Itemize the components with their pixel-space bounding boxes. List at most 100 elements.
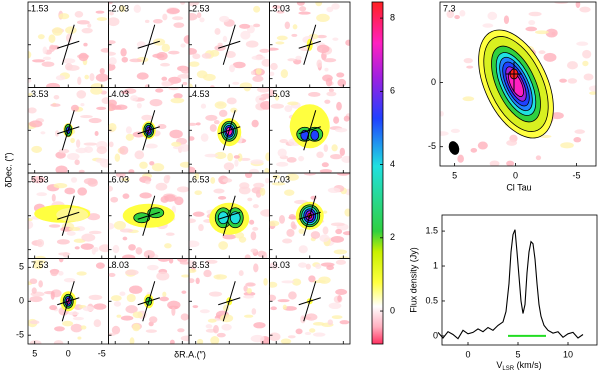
- noise: [567, 78, 578, 84]
- noise: [200, 133, 209, 142]
- noise: [145, 329, 158, 333]
- noise: [227, 152, 234, 162]
- cross-minor: [218, 126, 241, 135]
- noise: [246, 287, 252, 294]
- noise: [316, 13, 330, 23]
- colorbar-tick-label: 8: [390, 12, 395, 22]
- noise: [179, 2, 186, 5]
- noise: [269, 71, 275, 77]
- noise: [42, 46, 48, 55]
- noise: [210, 177, 216, 184]
- noise: [320, 262, 335, 267]
- noise: [81, 233, 96, 242]
- noise: [189, 166, 196, 173]
- noise: [170, 97, 185, 104]
- noise: [74, 159, 80, 166]
- noise: [250, 70, 256, 76]
- noise: [269, 281, 278, 288]
- noise: [277, 148, 287, 158]
- noise: [168, 258, 174, 264]
- noise: [239, 82, 253, 88]
- noise: [269, 332, 281, 342]
- noise: [258, 97, 267, 101]
- channel-panel: [108, 173, 189, 259]
- noise: [284, 105, 293, 113]
- noise: [308, 275, 316, 283]
- noise: [244, 254, 251, 259]
- noise: [336, 101, 342, 111]
- channel-label: 4.03: [112, 89, 130, 99]
- noise: [189, 13, 198, 21]
- noise: [80, 325, 87, 330]
- noise: [122, 236, 128, 241]
- noise: [70, 104, 79, 112]
- noise: [58, 271, 64, 276]
- noise: [270, 62, 278, 71]
- noise: [122, 193, 130, 199]
- noise: [54, 326, 65, 332]
- noise: [232, 61, 246, 69]
- noise: [88, 117, 102, 124]
- noise: [450, 128, 460, 134]
- noise: [287, 335, 296, 339]
- noise: [41, 61, 55, 67]
- emission: [289, 104, 330, 149]
- noise: [77, 76, 82, 86]
- noise: [166, 174, 171, 181]
- noise: [29, 340, 42, 344]
- noise: [331, 3, 340, 10]
- noise: [189, 240, 200, 248]
- noise: [230, 107, 238, 113]
- channel-panel: [189, 87, 270, 173]
- noise: [284, 21, 291, 30]
- noise: [50, 270, 58, 277]
- channel-label: 7.53: [31, 260, 49, 270]
- noise: [177, 328, 185, 333]
- channel-panel: [189, 173, 270, 259]
- noise: [99, 67, 105, 75]
- noise: [28, 220, 34, 230]
- noise: [118, 5, 126, 13]
- noise: [210, 85, 215, 88]
- channel-panel: [269, 88, 350, 173]
- moment-map: [440, 2, 596, 166]
- noise: [161, 76, 168, 81]
- noise: [84, 74, 89, 80]
- noise: [270, 103, 284, 109]
- noise: [249, 219, 255, 225]
- noise: [335, 259, 347, 265]
- channel-panel: [28, 87, 109, 173]
- noise: [255, 68, 262, 75]
- noise: [264, 167, 270, 173]
- noise: [332, 37, 339, 41]
- noise: [582, 49, 592, 59]
- channel-label: 2.53: [192, 3, 210, 13]
- noise: [157, 258, 170, 262]
- noise: [128, 244, 136, 251]
- noise: [166, 7, 180, 14]
- noise: [64, 187, 76, 195]
- noise: [319, 169, 333, 173]
- noise: [199, 17, 205, 23]
- noise: [189, 122, 198, 126]
- noise: [108, 185, 113, 192]
- noise: [139, 192, 152, 199]
- noise: [205, 114, 218, 121]
- noise: [506, 139, 518, 146]
- noise: [155, 182, 168, 191]
- channel-panel: [28, 258, 107, 344]
- noise: [56, 239, 70, 245]
- noise: [316, 151, 324, 159]
- noise: [108, 122, 117, 132]
- emission: [310, 129, 320, 141]
- noise: [457, 154, 464, 163]
- noise: [234, 159, 239, 167]
- noise: [245, 282, 256, 287]
- noise: [48, 224, 61, 228]
- channel-label: 3.03: [273, 3, 291, 13]
- noise: [189, 2, 200, 7]
- noise: [525, 26, 538, 32]
- noise: [328, 88, 334, 93]
- colorbar-tick-label: 4: [390, 159, 395, 169]
- noise: [174, 196, 184, 206]
